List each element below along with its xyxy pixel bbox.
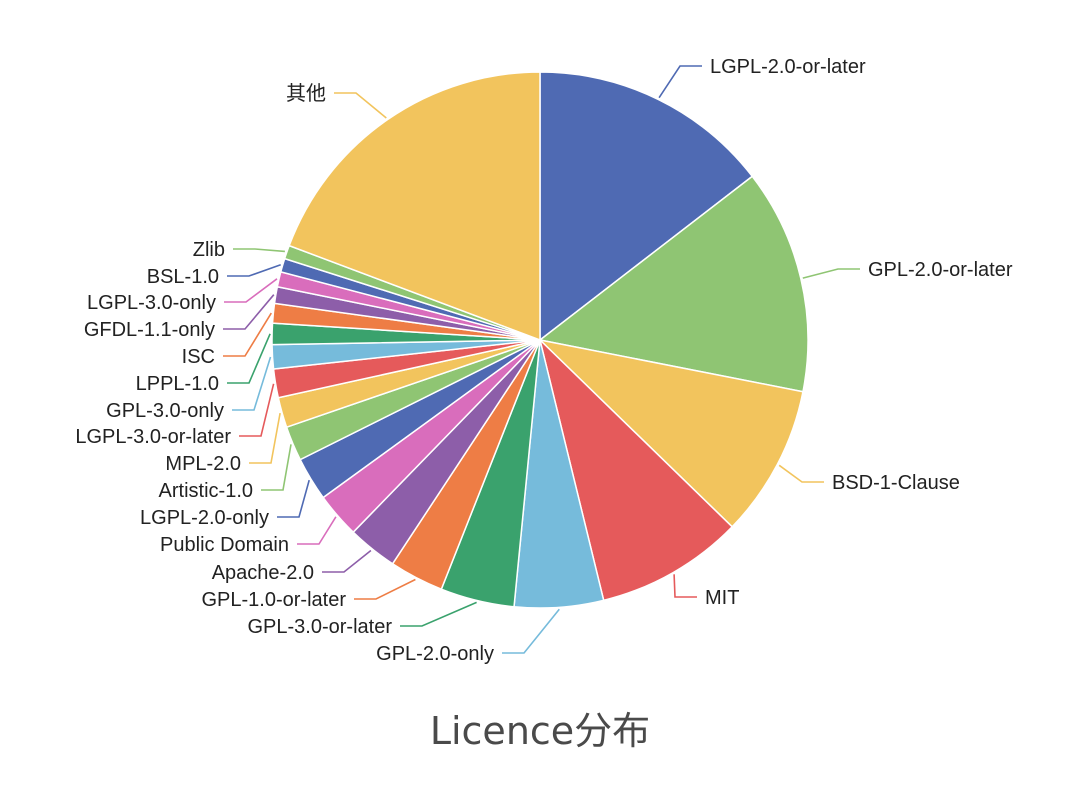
pie-slices (271, 71, 809, 609)
leader-line (232, 356, 272, 411)
leader-line (334, 92, 387, 119)
slice-label: MIT (705, 587, 739, 609)
leader-line (277, 479, 310, 518)
leader-line (224, 278, 278, 303)
leader-line (673, 574, 697, 598)
slice-label: GPL-2.0-only (376, 643, 494, 665)
leader-line (400, 601, 477, 627)
leader-line (322, 549, 372, 573)
slice-label: GPL-3.0-or-later (248, 616, 393, 638)
leader-line (658, 65, 702, 99)
slice-label: LGPL-2.0-only (140, 507, 269, 529)
slice-label: BSD-1-Clause (832, 472, 960, 494)
chart-title: Licence分布 (429, 709, 651, 753)
slice-labels: LGPL-2.0-or-later GPL-2.0-or-later BSD-1-C… (75, 56, 1012, 665)
slice-label: MPL-2.0 (165, 453, 241, 475)
slice-label: LGPL-2.0-or-later (710, 56, 866, 78)
slice-label: GFDL-1.1-only (84, 319, 215, 341)
slice-label: Public Domain (160, 534, 289, 556)
leader-line (261, 444, 292, 491)
leader-line (502, 608, 560, 654)
slice-label: GPL-1.0-or-later (202, 589, 347, 611)
leader-line (239, 383, 275, 437)
leader-line (778, 464, 824, 483)
slice-label: LGPL-3.0-or-later (75, 426, 231, 448)
slice-label: LGPL-3.0-only (87, 292, 216, 314)
slice-label: Zlib (193, 239, 225, 261)
leader-line (802, 268, 860, 279)
leader-line (223, 312, 272, 357)
slice-label: ISC (182, 346, 215, 368)
slice-label: GPL-3.0-only (106, 400, 224, 422)
pie-slice-lgpl-2-0-or-later (539, 71, 754, 342)
leader-line (227, 333, 271, 384)
leader-line (354, 578, 416, 600)
pie-slice-bsd-1-clause (537, 338, 804, 528)
slice-label: 其他 (286, 82, 326, 105)
slice-label: Apache-2.0 (212, 562, 314, 584)
slice-label: BSL-1.0 (147, 266, 219, 288)
leader-line (223, 294, 275, 330)
leader-line (249, 412, 281, 464)
leader-lines (223, 65, 860, 654)
slice-label: LPPL-1.0 (136, 373, 219, 395)
leader-line (297, 516, 337, 545)
leader-line (233, 248, 285, 253)
slice-label: GPL-2.0-or-later (868, 259, 1013, 281)
pie-slice-other (288, 71, 541, 342)
slice-label: Artistic-1.0 (159, 480, 253, 502)
leader-line (227, 263, 281, 277)
pie-slice-gpl-2-0-or-later (538, 175, 809, 393)
